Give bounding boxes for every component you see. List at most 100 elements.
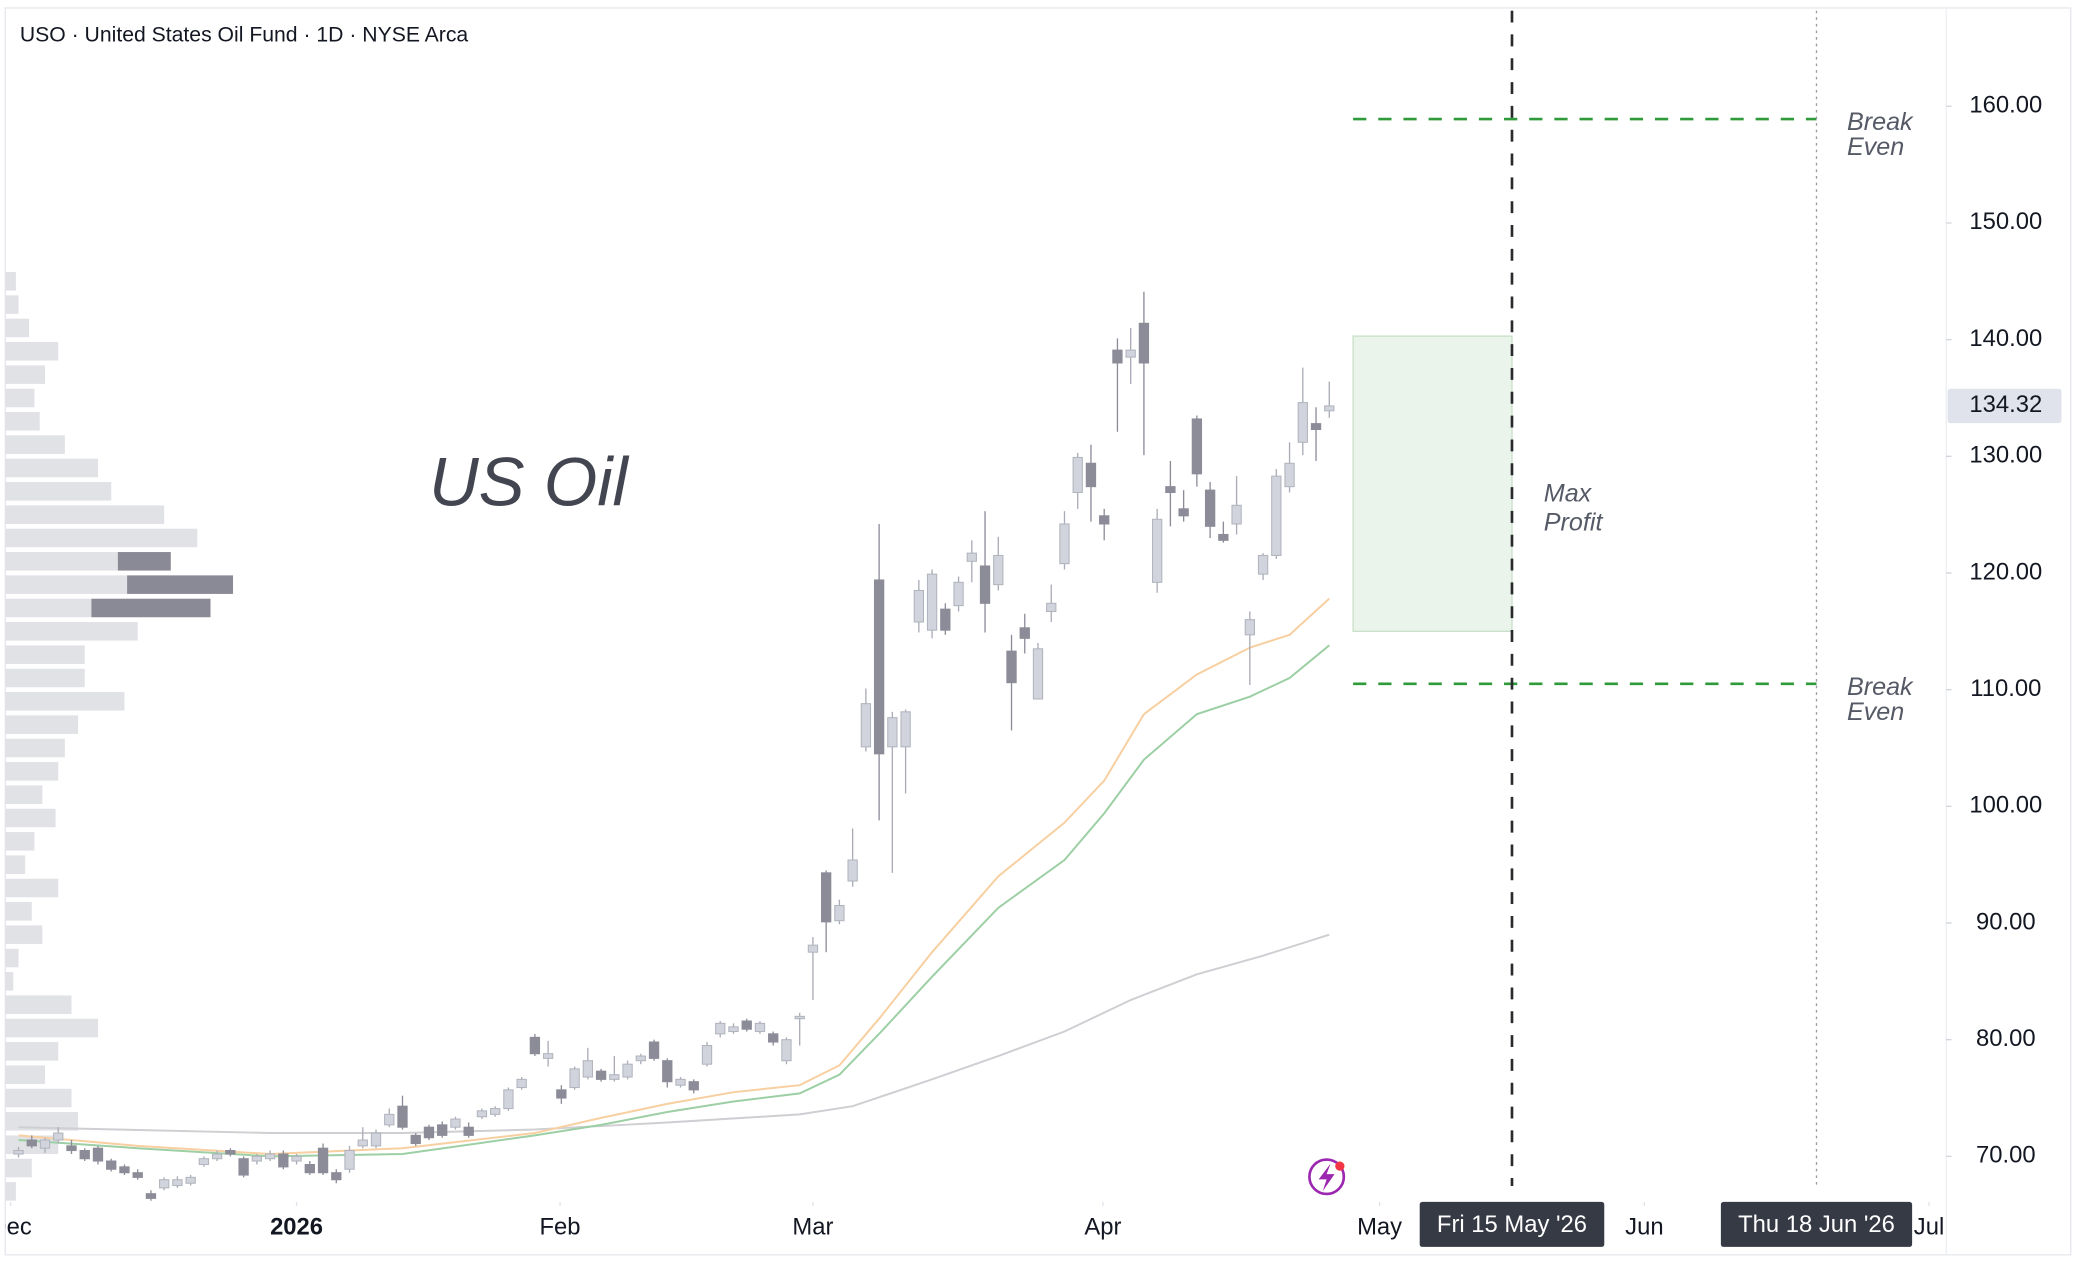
- candle-body: [768, 1033, 779, 1043]
- candle-body: [979, 565, 991, 604]
- candle-body: [847, 859, 858, 882]
- candle-body: [1085, 462, 1097, 488]
- candle-body: [13, 1150, 24, 1155]
- candle-body: [688, 1081, 699, 1091]
- profile-bar: [5, 482, 112, 501]
- candle-body: [794, 1015, 805, 1020]
- candle-body: [119, 1166, 130, 1174]
- profile-bar: [5, 948, 19, 968]
- candle-body: [503, 1089, 514, 1110]
- profile-bar: [5, 832, 35, 851]
- profile-bar: [5, 855, 26, 874]
- profile-bar: [5, 458, 98, 478]
- candle-body: [450, 1118, 461, 1128]
- candle-body: [1112, 349, 1123, 364]
- profile-bar: [5, 808, 56, 828]
- profile-bar: [5, 762, 59, 781]
- candle-body: [609, 1074, 620, 1080]
- candle-body: [1059, 523, 1070, 565]
- label-line: Max: [1544, 479, 1593, 507]
- y-tick-label: 160.00: [1969, 92, 2042, 119]
- chart-title: USO · United States Oil Fund · 1D · NYSE…: [20, 23, 469, 46]
- candle-body: [1244, 619, 1256, 636]
- candle-body: [132, 1172, 143, 1178]
- profile-bar: [5, 1182, 16, 1201]
- candle-body: [1032, 648, 1044, 700]
- candle-body: [278, 1153, 289, 1168]
- profile-bar: [91, 598, 211, 618]
- candle-body: [198, 1158, 210, 1166]
- y-axis: 70.00 80.00 90.00 100.00 110.00 120.00 130.00 1…: [1946, 92, 2062, 1169]
- date-marker-box: [1720, 1201, 1913, 1247]
- candle-body: [781, 1039, 792, 1062]
- profile-bar: [5, 505, 165, 524]
- profile-bar: [5, 1042, 59, 1061]
- x-tick-label: Mar: [792, 1214, 833, 1241]
- candle-body: [39, 1139, 51, 1149]
- x-tick-label: 2026: [270, 1214, 323, 1241]
- y-tick-label: 90.00: [1976, 908, 2036, 935]
- candle-body: [1271, 475, 1282, 557]
- label-line: Even: [1847, 133, 1904, 161]
- max-profit-zone: [1352, 335, 1513, 632]
- profile-bar: [5, 272, 16, 291]
- profile-bar: [5, 668, 85, 688]
- candle-body: [953, 581, 964, 607]
- profile-bar: [5, 925, 43, 944]
- candle-body: [715, 1022, 726, 1035]
- candle-body: [251, 1155, 263, 1162]
- candle-body: [529, 1036, 541, 1055]
- candle-body: [185, 1176, 196, 1184]
- y-tick-label: 110.00: [1970, 675, 2041, 702]
- y-tick-label: 150.00: [1969, 208, 2042, 235]
- frame: [4, 7, 2072, 1256]
- candle-body: [582, 1060, 594, 1078]
- x-tick-label: Jul: [1914, 1214, 1944, 1241]
- candle-body: [53, 1132, 64, 1141]
- candle-body: [1231, 504, 1242, 525]
- profile-bar: [5, 715, 79, 734]
- profile-bar: [5, 528, 198, 548]
- candle-body: [1204, 489, 1216, 527]
- candle-body: [820, 872, 832, 923]
- candle-body: [476, 1110, 488, 1118]
- profile-bar: [5, 295, 19, 314]
- max-profit-label: Max Profit: [1544, 479, 1604, 536]
- x-tick-label: Apr: [1084, 1214, 1121, 1241]
- label-line: Break: [1847, 672, 1914, 700]
- profile-bar: [5, 388, 35, 408]
- candle-body: [1284, 462, 1295, 488]
- profile-bar: [5, 318, 30, 338]
- candle-body: [569, 1068, 580, 1089]
- profile-bar: [5, 1065, 46, 1084]
- profile-bar: [5, 785, 43, 804]
- candle-body: [887, 717, 898, 748]
- candle-body: [807, 944, 819, 953]
- candle-body: [516, 1078, 527, 1089]
- candle-body: [211, 1153, 223, 1160]
- candle-body: [1297, 402, 1308, 443]
- candle-body: [675, 1078, 686, 1086]
- icon-bolt: [1318, 1163, 1335, 1192]
- candle-body: [331, 1172, 342, 1181]
- y-tick-label: 80.00: [1976, 1025, 2036, 1052]
- candle-body: [1218, 533, 1229, 541]
- candle-body: [1019, 627, 1030, 639]
- y-tick-label: 130.00: [1969, 442, 2042, 469]
- profile-bar: [5, 692, 125, 711]
- candle-body: [357, 1139, 368, 1147]
- candle-body: [913, 589, 925, 623]
- candle-body: [66, 1145, 77, 1152]
- label-line: Profit: [1544, 508, 1604, 536]
- candle-body: [410, 1134, 421, 1145]
- x-axis: Dec 2026 Feb Mar Apr May Jun Jul: [5, 1201, 1944, 1241]
- profile-bar: [5, 995, 72, 1014]
- candle-body: [106, 1160, 117, 1170]
- profile-bar: [5, 412, 40, 431]
- candle-body: [993, 554, 1004, 586]
- label-line: Break: [1847, 108, 1914, 136]
- candle-body: [648, 1041, 660, 1059]
- candle-body: [26, 1139, 37, 1147]
- candle-body: [1125, 349, 1136, 358]
- alert-icon[interactable]: [1308, 1158, 1346, 1196]
